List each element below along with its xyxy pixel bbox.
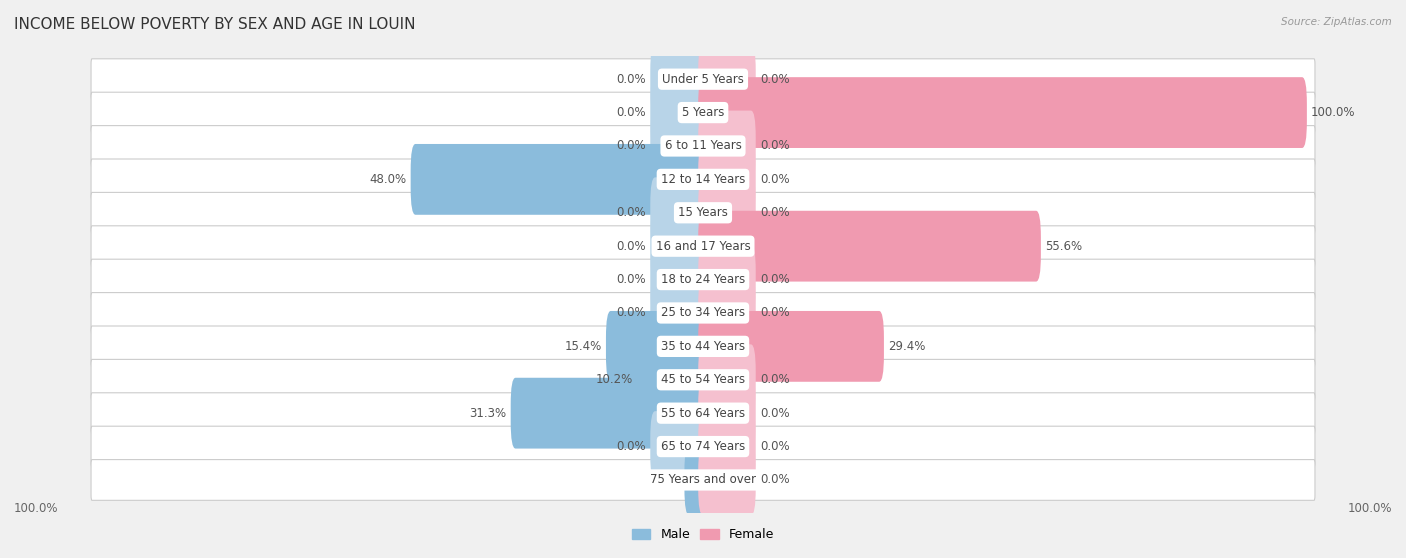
FancyBboxPatch shape — [699, 244, 755, 315]
Text: Under 5 Years: Under 5 Years — [662, 73, 744, 86]
Text: 0.0%: 0.0% — [759, 407, 790, 420]
Text: 45 to 54 Years: 45 to 54 Years — [661, 373, 745, 386]
FancyBboxPatch shape — [699, 110, 755, 181]
FancyBboxPatch shape — [91, 59, 1315, 99]
FancyBboxPatch shape — [699, 344, 755, 415]
Text: 75 Years and over: 75 Years and over — [650, 473, 756, 487]
FancyBboxPatch shape — [91, 393, 1315, 434]
Text: 55.6%: 55.6% — [1045, 240, 1083, 253]
FancyBboxPatch shape — [91, 326, 1315, 367]
FancyBboxPatch shape — [91, 359, 1315, 400]
Text: 31.3%: 31.3% — [470, 407, 506, 420]
FancyBboxPatch shape — [411, 144, 707, 215]
Text: 0.0%: 0.0% — [616, 306, 647, 320]
FancyBboxPatch shape — [91, 460, 1315, 501]
Text: 0.0%: 0.0% — [759, 140, 790, 152]
Text: 0.0%: 0.0% — [759, 473, 790, 487]
Text: 16 and 17 Years: 16 and 17 Years — [655, 240, 751, 253]
Text: 100.0%: 100.0% — [1310, 106, 1355, 119]
FancyBboxPatch shape — [699, 44, 755, 114]
FancyBboxPatch shape — [91, 193, 1315, 233]
FancyBboxPatch shape — [91, 92, 1315, 133]
Text: 55 to 64 Years: 55 to 64 Years — [661, 407, 745, 420]
Text: 0.0%: 0.0% — [616, 140, 647, 152]
FancyBboxPatch shape — [699, 177, 755, 248]
Text: 0.0%: 0.0% — [616, 273, 647, 286]
FancyBboxPatch shape — [651, 244, 707, 315]
FancyBboxPatch shape — [91, 426, 1315, 467]
Text: 0.0%: 0.0% — [616, 106, 647, 119]
Text: 6 to 11 Years: 6 to 11 Years — [665, 140, 741, 152]
Text: 0.0%: 0.0% — [759, 440, 790, 453]
FancyBboxPatch shape — [699, 77, 1306, 148]
FancyBboxPatch shape — [699, 277, 755, 348]
FancyBboxPatch shape — [637, 344, 707, 415]
Text: 2.3%: 2.3% — [651, 473, 681, 487]
FancyBboxPatch shape — [699, 378, 755, 449]
Text: 100.0%: 100.0% — [1347, 502, 1392, 515]
Text: 12 to 14 Years: 12 to 14 Years — [661, 173, 745, 186]
Text: 10.2%: 10.2% — [596, 373, 633, 386]
FancyBboxPatch shape — [699, 411, 755, 482]
Text: 48.0%: 48.0% — [370, 173, 406, 186]
Legend: Male, Female: Male, Female — [627, 523, 779, 546]
FancyBboxPatch shape — [651, 77, 707, 148]
Text: 15.4%: 15.4% — [564, 340, 602, 353]
Text: INCOME BELOW POVERTY BY SEX AND AGE IN LOUIN: INCOME BELOW POVERTY BY SEX AND AGE IN L… — [14, 17, 416, 32]
Text: 100.0%: 100.0% — [14, 502, 59, 515]
FancyBboxPatch shape — [91, 292, 1315, 333]
Text: 0.0%: 0.0% — [759, 73, 790, 86]
FancyBboxPatch shape — [91, 126, 1315, 166]
FancyBboxPatch shape — [699, 445, 755, 516]
Text: 0.0%: 0.0% — [616, 240, 647, 253]
FancyBboxPatch shape — [91, 259, 1315, 300]
FancyBboxPatch shape — [699, 211, 1040, 282]
Text: 0.0%: 0.0% — [759, 306, 790, 320]
FancyBboxPatch shape — [510, 378, 707, 449]
FancyBboxPatch shape — [699, 144, 755, 215]
Text: 5 Years: 5 Years — [682, 106, 724, 119]
Text: 0.0%: 0.0% — [759, 173, 790, 186]
Text: 35 to 44 Years: 35 to 44 Years — [661, 340, 745, 353]
Text: 0.0%: 0.0% — [616, 73, 647, 86]
FancyBboxPatch shape — [91, 226, 1315, 267]
FancyBboxPatch shape — [685, 445, 707, 516]
FancyBboxPatch shape — [91, 159, 1315, 200]
FancyBboxPatch shape — [651, 177, 707, 248]
FancyBboxPatch shape — [606, 311, 707, 382]
Text: 0.0%: 0.0% — [759, 206, 790, 219]
FancyBboxPatch shape — [651, 411, 707, 482]
Text: 0.0%: 0.0% — [759, 373, 790, 386]
Text: Source: ZipAtlas.com: Source: ZipAtlas.com — [1281, 17, 1392, 27]
Text: 0.0%: 0.0% — [616, 206, 647, 219]
Text: 0.0%: 0.0% — [616, 440, 647, 453]
FancyBboxPatch shape — [651, 44, 707, 114]
Text: 29.4%: 29.4% — [889, 340, 925, 353]
FancyBboxPatch shape — [651, 110, 707, 181]
FancyBboxPatch shape — [651, 211, 707, 282]
Text: 65 to 74 Years: 65 to 74 Years — [661, 440, 745, 453]
Text: 25 to 34 Years: 25 to 34 Years — [661, 306, 745, 320]
Text: 18 to 24 Years: 18 to 24 Years — [661, 273, 745, 286]
Text: 0.0%: 0.0% — [759, 273, 790, 286]
Text: 15 Years: 15 Years — [678, 206, 728, 219]
FancyBboxPatch shape — [699, 311, 884, 382]
FancyBboxPatch shape — [651, 277, 707, 348]
